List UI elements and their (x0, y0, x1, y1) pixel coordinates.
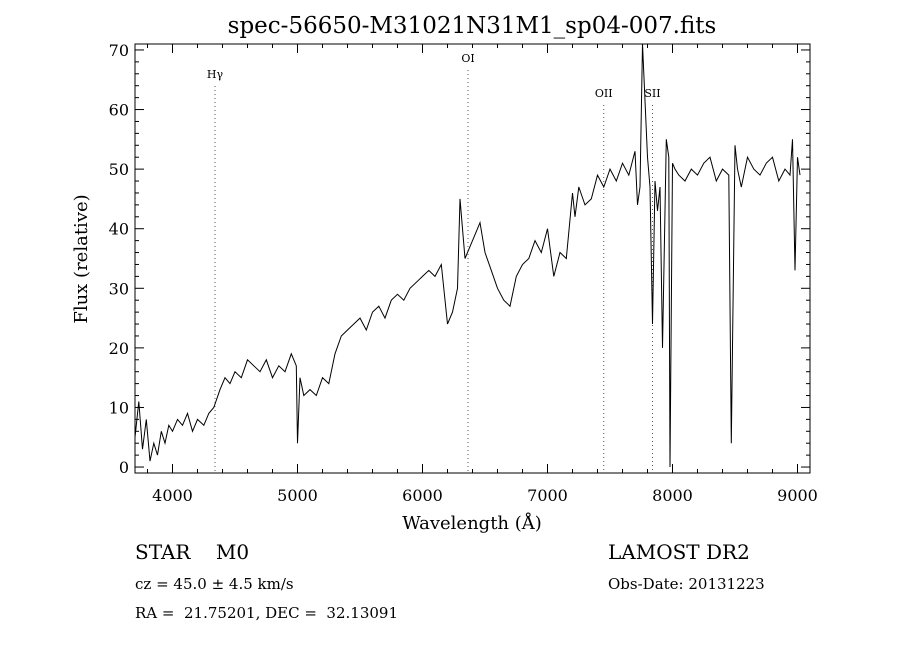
y-tick-label: 30 (109, 279, 129, 298)
x-axis-label: Wavelength (Å) (402, 512, 542, 534)
chart-title: spec-56650-M31021N31M1_sp04-007.fits (228, 13, 717, 39)
survey-name: LAMOST DR2 (608, 540, 750, 564)
x-tick-label: 7000 (527, 486, 568, 505)
plot-frame (134, 43, 811, 474)
x-tick-label: 8000 (652, 486, 693, 505)
y-tick-label: 60 (109, 101, 129, 120)
x-tick-label: 4000 (152, 486, 193, 505)
obs-date: Obs-Date: 20131223 (608, 575, 765, 593)
line-label: OI (461, 52, 474, 65)
object-class: STAR M0 (135, 540, 250, 564)
y-tick-label: 0 (119, 458, 129, 477)
x-tick-label: 5000 (277, 486, 318, 505)
axis-layer: 4000 5000 6000 7000 8000 9000 0 10 20 30 40 50 60 70 (109, 41, 818, 505)
y-tick-label: 20 (109, 339, 129, 358)
spectral-lines: Hγ OI OII SII (207, 52, 661, 473)
coordinates: RA = 21.75201, DEC = 32.13091 (135, 604, 399, 622)
y-tick-label: 70 (109, 41, 129, 60)
x-tick-label: 9000 (777, 486, 818, 505)
line-label: SII (644, 87, 660, 100)
y-tick-label: 40 (109, 220, 129, 239)
line-label: Hγ (207, 68, 224, 81)
velocity-readout: cz = 45.0 ± 4.5 km/s (135, 575, 294, 593)
spectrum-series-line (134, 43, 801, 468)
y-axis-label: Flux (relative) (71, 194, 92, 323)
line-label: OII (595, 87, 613, 100)
y-tick-label: 10 (109, 398, 129, 417)
x-tick-label: 6000 (402, 486, 443, 505)
y-tick-label: 50 (109, 160, 129, 179)
